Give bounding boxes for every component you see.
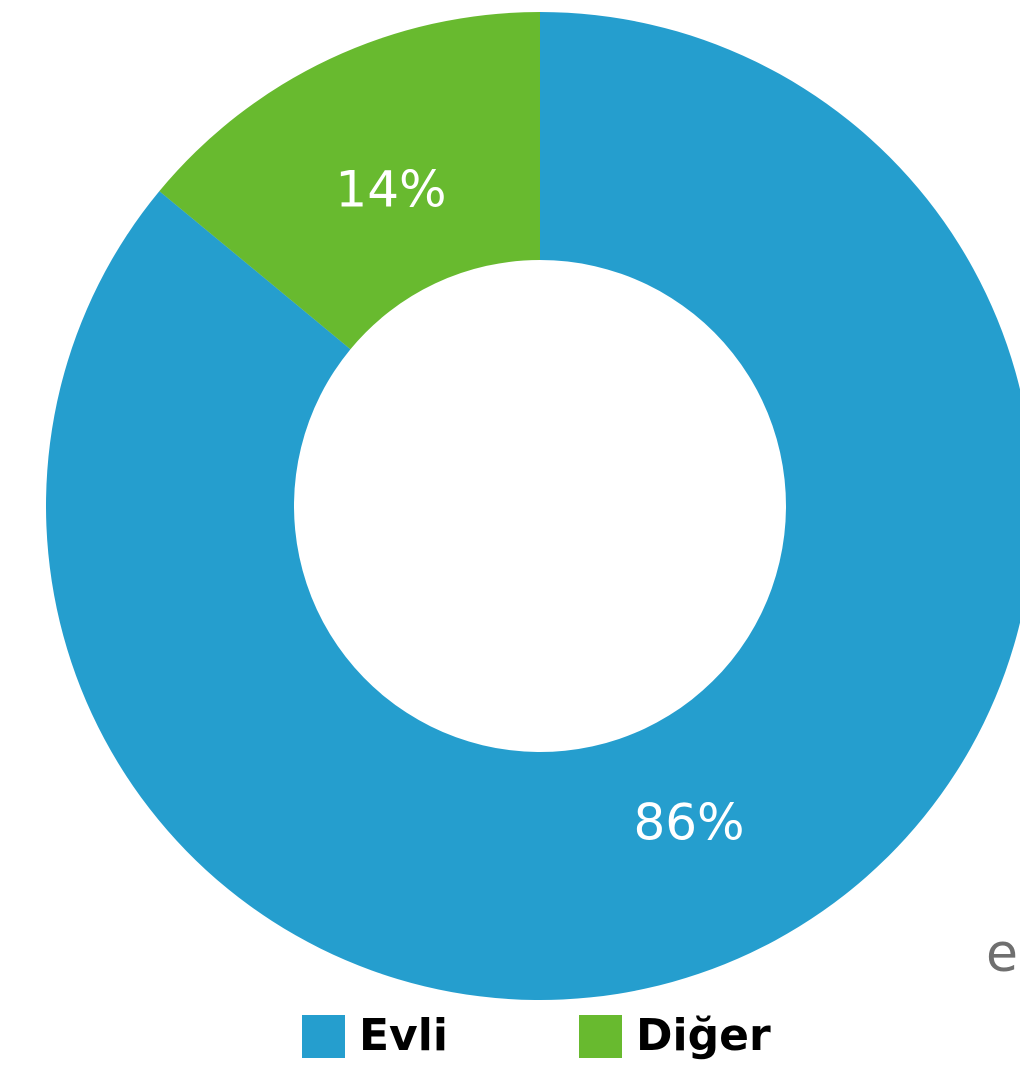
chart-legend: Evli Diğer bbox=[0, 1011, 1020, 1061]
slice-labels: 86% 14% bbox=[335, 160, 744, 851]
legend-item-evli: Evli bbox=[302, 1011, 448, 1061]
donut-slices bbox=[46, 12, 1020, 1000]
legend-swatch-diger bbox=[579, 1014, 622, 1058]
slice-evli bbox=[46, 12, 1020, 1000]
slice-label-evli: 86% bbox=[633, 794, 744, 852]
clipped-text-fragment: e bbox=[986, 924, 1018, 984]
legend-label-evli: Evli bbox=[359, 1010, 448, 1061]
legend-swatch-evli bbox=[302, 1014, 345, 1058]
legend-item-diger: Diğer bbox=[579, 1011, 771, 1061]
slice-di-er bbox=[159, 12, 540, 350]
slice-label-di-er: 14% bbox=[335, 160, 446, 218]
legend-label-diger: Diğer bbox=[636, 1010, 771, 1061]
